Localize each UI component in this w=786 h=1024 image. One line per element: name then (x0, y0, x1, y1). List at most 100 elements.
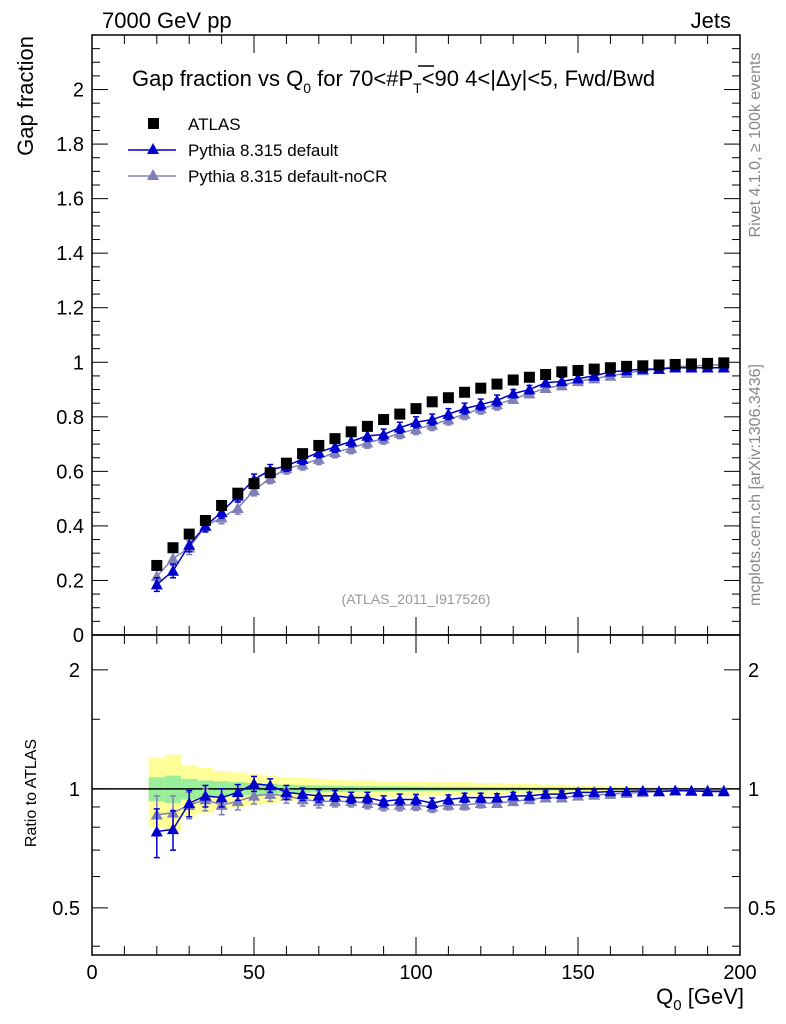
ratio-pythia-nocr-point (458, 799, 471, 810)
ratio-y-tick-label: 2 (69, 660, 80, 682)
ratio-y-axis-title: Ratio to ATLAS (23, 739, 40, 847)
ratio-y-tick-label-right: 0.5 (748, 898, 776, 920)
main-data-marks (150, 357, 730, 593)
legend-marker-pythia-default (147, 143, 159, 154)
ratio-pythia-nocr-point (507, 795, 520, 807)
atlas-point (442, 392, 454, 404)
ratio-pythia-default-point (199, 789, 212, 801)
ratio-pythia-nocr-point (248, 789, 260, 801)
ratio-pythia-default-point (507, 789, 520, 801)
atlas-point (556, 366, 568, 378)
ratio-pythia-default-point (150, 825, 163, 837)
atlas-point (718, 357, 730, 369)
ratio-pythia-default-point (215, 791, 228, 803)
ratio-pythia-default-point (264, 779, 277, 791)
header-right: Jets (691, 8, 731, 33)
pythia-default-point (458, 402, 471, 414)
main-y-tick-label: 0.2 (56, 570, 84, 592)
pythia-nocr-point (231, 502, 244, 513)
pythia-default-point (507, 387, 520, 399)
atlas-point (329, 433, 341, 445)
ratio-pythia-default-point (280, 786, 293, 798)
legend-label-pythia-default: Pythia 8.315 default (188, 141, 339, 160)
ratio-pythia-default-point (329, 789, 341, 801)
rivet-label: Rivet 4.1.0, ≥ 100k events (747, 53, 764, 238)
pythia-default-point (393, 421, 406, 433)
pythia-default-point (345, 435, 358, 447)
main-y-tick-label: 0.8 (56, 407, 84, 429)
atlas-point (702, 357, 714, 369)
atlas-point (475, 382, 487, 394)
ratio-pythia-default-point (588, 786, 601, 798)
pythia-default-point (474, 398, 487, 410)
legend-marker-pythia-nocr (147, 169, 159, 180)
atlas-point (685, 358, 697, 370)
atlas-point (507, 374, 519, 386)
ratio-pythia-default-point (410, 793, 422, 805)
x-tick-label: 50 (243, 962, 265, 984)
ratio-pythia-default-point (653, 785, 665, 797)
ratio-pythia-default-point (442, 793, 455, 805)
ratio-pythia-default-point (345, 791, 358, 803)
pythia-default-point (377, 428, 390, 440)
atlas-point (361, 420, 373, 432)
legend: ATLAS Pythia 8.315 default Pythia 8.315 … (128, 115, 387, 186)
ratio-pythia-default-point (361, 791, 374, 803)
atlas-point (523, 371, 535, 383)
pythia-default-point (588, 369, 601, 381)
atlas-point (280, 457, 292, 469)
atlas-point (216, 499, 228, 511)
mcplots-label: mcplots.cern.ch [arXiv:1306.3436] (747, 364, 764, 606)
ratio-pythia-default-point (685, 784, 698, 796)
x-tick-label: 100 (399, 962, 432, 984)
ratio-y-tick-label: 1 (69, 779, 80, 801)
ratio-pythia-default-point (555, 788, 568, 799)
pythia-default-point (491, 394, 503, 406)
pythia-default-point (426, 413, 439, 425)
atlas-point (572, 364, 584, 376)
pythia-nocr-point (312, 453, 325, 464)
main-y-axis-title: Gap fraction (13, 36, 38, 156)
atlas-point (621, 360, 633, 372)
ratio-pythia-default-point (377, 795, 390, 807)
ratio-pythia-default-point (426, 797, 439, 808)
ratio-y-tick-label-right: 2 (748, 660, 759, 682)
pythia-default-point (539, 376, 552, 388)
legend-label-atlas: ATLAS (188, 115, 241, 134)
pythia-default-point (167, 564, 179, 576)
ratio-y-tick-label: 0.5 (52, 898, 80, 920)
main-y-tick-label: 0.4 (56, 516, 84, 538)
pythia-default-point (555, 375, 568, 387)
x-tick-label: 150 (561, 962, 594, 984)
atlas-point (183, 528, 195, 540)
pythia-nocr-point (345, 442, 358, 453)
pythia-default-point (572, 372, 584, 384)
analysis-watermark: (ATLAS_2011_I917526) (342, 591, 491, 607)
main-y-axis: 0 0.2 0.4 0.6 0.8 1 1.2 1.4 1.6 1.8 2 (56, 35, 741, 647)
ratio-pythia-default-point (669, 784, 682, 796)
ratio-pythia-default-point (604, 785, 617, 797)
x-axis-title: Q0 [GeV] (656, 984, 744, 1014)
chart-title: Gap fraction vs Q0 for 70<#PT<90 4<|Δy|<… (132, 66, 655, 96)
x-tick-label: 200 (723, 962, 756, 984)
pythia-default-point (410, 416, 422, 428)
ratio-pythia-default-point (296, 788, 309, 799)
main-y-tick-label: 1.6 (56, 189, 84, 211)
atlas-point (313, 439, 325, 451)
atlas-point (669, 358, 681, 370)
pythia-nocr-point (507, 393, 520, 404)
atlas-point (426, 396, 438, 408)
pythia-nocr-point (539, 382, 552, 393)
atlas-point (199, 514, 211, 526)
ratio-pythia-nocr-point (491, 797, 503, 808)
atlas-point (637, 360, 649, 372)
ratio-pythia-default-point (539, 788, 552, 799)
ratio-pythia-default-point (717, 785, 730, 797)
atlas-point (297, 448, 309, 460)
atlas-point (378, 414, 390, 426)
pythia-nocr-point (361, 436, 374, 448)
ratio-pythia-default-point (458, 791, 471, 803)
ratio-axes: 0 50 100 150 200 0.5 0.5 1 1 2 2 (52, 635, 776, 984)
atlas-point (345, 426, 357, 438)
atlas-point (151, 559, 163, 571)
